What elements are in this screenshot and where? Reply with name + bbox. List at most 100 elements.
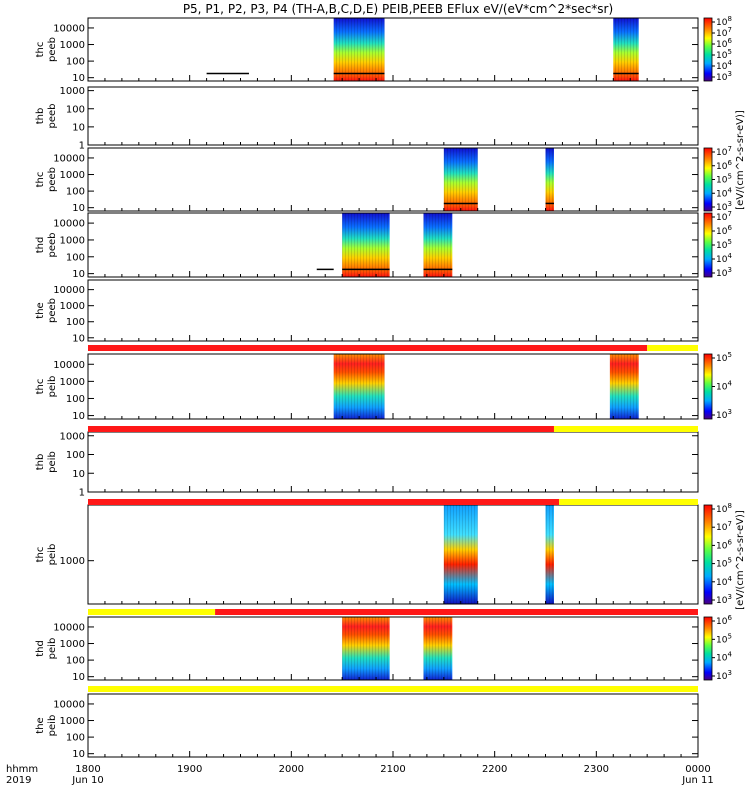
spectrogram-texture-thd_peib-2: [423, 617, 453, 680]
panel-product-label-tha_peeb: peeb: [47, 37, 58, 62]
y-tick-label-tha_peib-0: 10: [72, 411, 85, 422]
x-tick-label-3: 2100: [380, 764, 405, 775]
status-bar-0-segment-1: [647, 345, 698, 351]
colorbar-tick-label-tha_peeb-3: 106: [716, 37, 732, 50]
colorbar-label-electron: [eV/(cm^2-s-sr-eV)]: [735, 110, 746, 210]
x-tick-label-4: 2200: [482, 764, 507, 775]
status-bar-1-segment-0: [88, 426, 554, 432]
colorbar-tick-label-tha_peeb-4: 107: [716, 26, 732, 39]
panel-frame-thb_peib: [87, 431, 699, 493]
x-axis-label-line2: 2019: [6, 775, 31, 786]
status-bar-0-segment-0: [88, 345, 648, 351]
panel-frame-thd_peib: [87, 616, 699, 681]
y-tick-label-tha_peeb-2: 1000: [60, 40, 85, 51]
colorbar-tick-label-thd_peeb-0: 103: [716, 266, 732, 279]
y-tick-label-thd_peib-0: 10: [72, 672, 85, 683]
colorbar-tick-label-thd_peeb-4: 107: [716, 210, 732, 223]
colorbar-tick-label-thd_peib-1: 104: [716, 651, 732, 664]
y-tick-label-tha_peeb-0: 10: [72, 73, 85, 84]
colorbar-tick-label-thc_peeb-2: 105: [716, 173, 732, 186]
colorbar-tick-label-tha_peeb-2: 105: [716, 48, 732, 61]
spectrogram-texture-tha_peib-2: [609, 354, 639, 419]
panel-tha_peeb: 10 100 1000 10000 thc peeb: [35, 17, 699, 84]
panel-product-label-thc_peeb: peeb: [47, 167, 58, 192]
panel-frame-thb_peeb: [87, 86, 699, 146]
colorbar-rect-tha_peeb: [703, 17, 713, 82]
colorbar-thc_peib: 103 104 105 106 107 108: [703, 502, 732, 606]
panel-frame-thc_peib: [87, 504, 699, 605]
y-tick-label-thb_peeb-2: 100: [66, 104, 85, 115]
colorbar-tick-label-thc_peib-3: 106: [716, 538, 732, 551]
colorbar-tick-label-thc_peeb-3: 106: [716, 159, 732, 172]
y-tick-label-thb_peib-1: 10: [72, 469, 85, 480]
y-tick-label-the_peeb-0: 10: [72, 333, 85, 344]
colorbar-tick-label-tha_peeb-0: 103: [716, 70, 732, 83]
colorbar-tick-label-thc_peib-4: 107: [716, 520, 732, 533]
y-tick-label-tha_peeb-3: 10000: [53, 23, 85, 34]
colorbar-tick-label-tha_peib-0: 103: [716, 408, 732, 421]
x-tick-label-2: 2000: [279, 764, 304, 775]
colorbar-rect-thd_peib: [703, 616, 713, 681]
colorbar-rect-tha_peib: [703, 353, 713, 420]
panel-thc_peib: 1000 thc peib: [35, 504, 699, 605]
panel-frame-tha_peib: [87, 353, 699, 420]
panel-product-label-the_peib: peib: [47, 715, 58, 737]
y-tick-label-the_peib-0: 10: [72, 749, 85, 760]
colorbar-tick-label-thc_peib-2: 105: [716, 557, 732, 570]
colorbar-tick-label-thc_peeb-0: 103: [716, 200, 732, 213]
panel-probe-label-thc_peeb: thc: [35, 172, 46, 188]
status-bar-2-segment-0: [88, 499, 560, 505]
colorbar-tick-label-thc_peib-5: 108: [716, 502, 732, 515]
y-tick-label-thd_peeb-0: 10: [72, 269, 85, 280]
x-tick-sublabel-6: Jun 11: [681, 775, 714, 786]
panel-product-label-thd_peib: peib: [47, 638, 58, 660]
colorbar-tick-label-thd_peeb-2: 105: [716, 238, 732, 251]
panel-thd_peib: 10 100 1000 10000 thd peib: [35, 616, 699, 683]
panel-probe-label-the_peeb: the: [35, 302, 46, 318]
x-tick-label-1: 1900: [177, 764, 202, 775]
panel-thb_peeb: 1 10 100 1000 thb peeb: [35, 86, 699, 152]
status-bar-4-segment-0: [88, 686, 698, 692]
y-tick-label-thc_peib-0: 1000: [60, 556, 85, 567]
y-tick-label-thc_peeb-2: 1000: [60, 170, 85, 181]
y-tick-label-the_peeb-3: 10000: [53, 285, 85, 296]
x-tick-label-0: 1800: [75, 764, 100, 775]
panel-the_peeb: 10 100 1000 10000 the peeb: [35, 279, 699, 344]
colorbar-tick-label-thd_peib-0: 103: [716, 669, 732, 682]
panel-frame-the_peib: [87, 693, 699, 758]
y-tick-label-the_peib-3: 10000: [53, 699, 85, 710]
panel-product-label-tha_peib: peib: [47, 376, 58, 398]
x-tick-sublabel-0: Jun 10: [71, 775, 104, 786]
spectrogram-texture-thc_peeb-1: [545, 148, 554, 211]
status-bar-1-segment-1: [553, 426, 698, 432]
colorbar-rect-thd_peeb: [703, 212, 713, 278]
panel-frame-tha_peeb: [87, 17, 699, 82]
y-tick-label-thd_peeb-3: 10000: [53, 219, 85, 230]
colorbar-label-ion: [eV/(cm^2-s-sr-eV)]: [735, 510, 746, 610]
panel-probe-label-thb_peeb: thb: [35, 108, 46, 125]
panel-probe-label-thd_peeb: thd: [35, 237, 46, 254]
chart-title: P5, P1, P2, P3, P4 (TH-A,B,C,D,E) PEIB,P…: [183, 2, 613, 16]
panel-probe-label-thc_peib: thc: [35, 547, 46, 563]
y-tick-label-thb_peeb-3: 1000: [60, 86, 85, 97]
colorbar-rect-thc_peib: [703, 504, 713, 605]
colorbar-tick-label-thd_peib-2: 105: [716, 632, 732, 645]
panel-thd_peeb: 10 100 1000 10000 thd peeb: [35, 212, 699, 280]
y-tick-label-thb_peib-0: 1: [79, 488, 85, 499]
status-bars-group: [88, 345, 699, 692]
status-bar-3-segment-1: [215, 609, 699, 615]
colorbar-rect-thc_peeb: [703, 147, 713, 212]
status-bar-3-segment-0: [88, 609, 216, 615]
y-tick-label-thc_peeb-3: 10000: [53, 153, 85, 164]
panel-frame-thc_peeb: [87, 147, 699, 212]
y-tick-label-the_peib-1: 100: [66, 733, 85, 744]
y-tick-label-tha_peib-3: 10000: [53, 360, 85, 371]
y-tick-label-tha_peib-1: 100: [66, 394, 85, 405]
y-tick-label-thd_peeb-2: 1000: [60, 235, 85, 246]
